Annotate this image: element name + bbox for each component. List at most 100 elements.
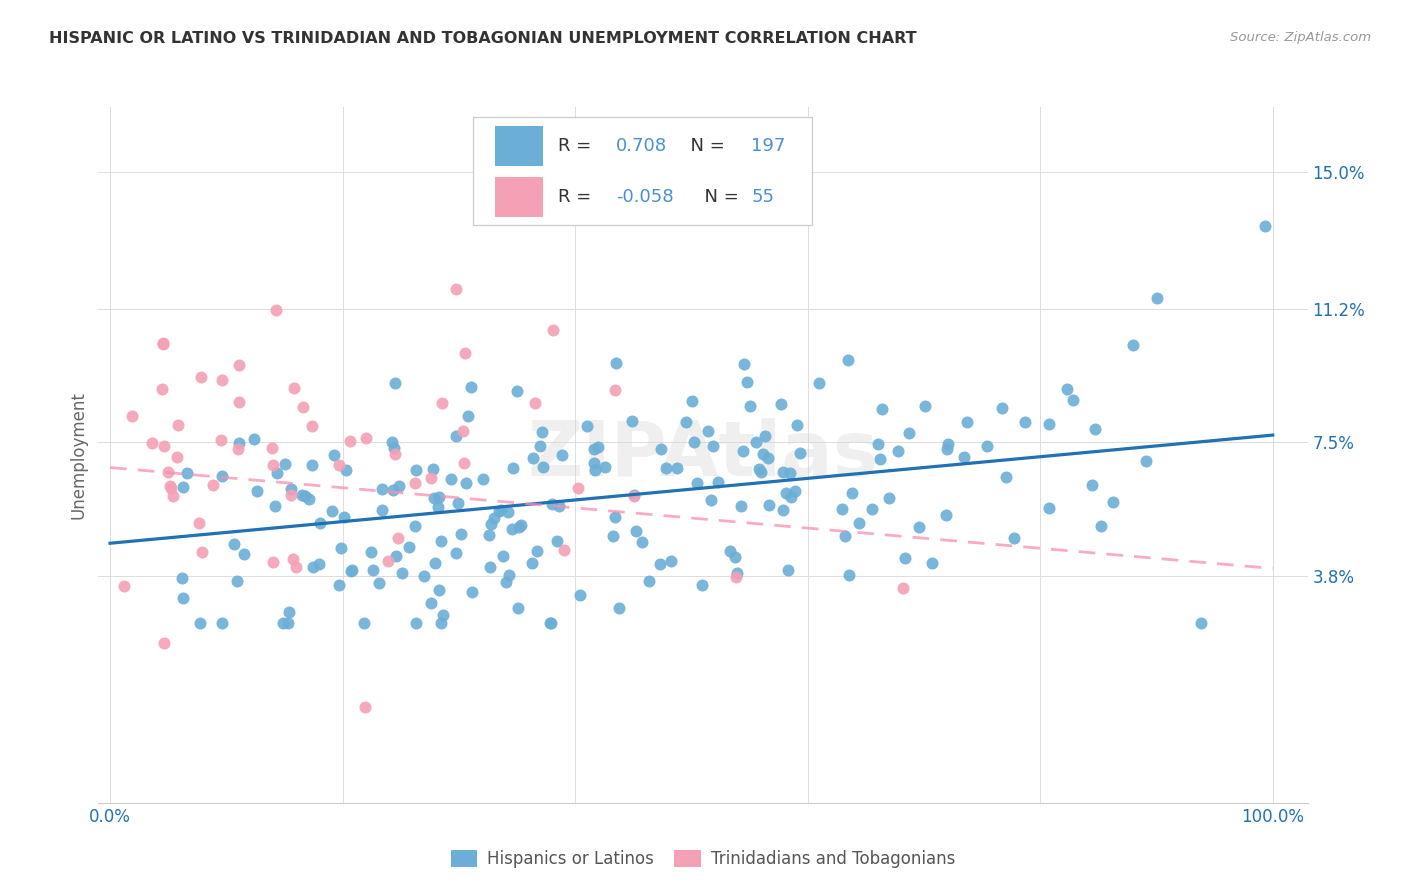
Point: [540, 496, 562, 510]
Point: [775, 486, 797, 500]
Point: [413, 569, 436, 583]
Point: [530, 425, 553, 439]
Point: [472, 472, 495, 486]
Point: [228, 358, 250, 372]
Point: [427, 490, 450, 504]
Point: [738, 399, 761, 413]
Point: [430, 533, 453, 548]
Point: [786, 417, 808, 432]
Point: [271, 615, 294, 630]
Point: [1038, 417, 1060, 432]
Point: [404, 476, 426, 491]
Point: [495, 574, 517, 589]
Point: [321, 504, 343, 518]
Legend: Hispanics or Latinos, Trinidadians and Tobagonians: Hispanics or Latinos, Trinidadians and T…: [444, 843, 962, 874]
Point: [423, 556, 446, 570]
Point: [702, 439, 724, 453]
Point: [834, 528, 856, 542]
Point: [274, 458, 297, 472]
Point: [1135, 454, 1157, 468]
Point: [280, 482, 302, 496]
Point: [360, 545, 382, 559]
Point: [187, 516, 209, 530]
FancyBboxPatch shape: [495, 177, 543, 217]
Point: [491, 503, 513, 517]
Point: [624, 524, 647, 538]
Point: [264, 302, 287, 317]
Point: [502, 461, 524, 475]
Point: [427, 583, 450, 598]
Point: [280, 488, 302, 502]
Point: [339, 434, 361, 449]
Point: [457, 409, 479, 424]
FancyBboxPatch shape: [474, 118, 811, 226]
Point: [478, 560, 501, 574]
Point: [277, 605, 299, 619]
Point: [1254, 219, 1277, 233]
Point: [481, 517, 503, 532]
Point: [690, 578, 713, 592]
Point: [222, 536, 245, 550]
Point: [233, 547, 256, 561]
Point: [620, 414, 643, 428]
FancyBboxPatch shape: [495, 126, 543, 166]
Point: [921, 556, 943, 570]
Point: [731, 443, 754, 458]
Point: [209, 434, 232, 448]
Point: [748, 461, 770, 475]
Point: [262, 555, 284, 569]
Point: [893, 550, 915, 565]
Point: [1056, 382, 1078, 396]
Point: [461, 585, 484, 599]
Text: 0.708: 0.708: [616, 137, 666, 155]
Point: [724, 550, 747, 565]
Point: [648, 557, 671, 571]
Text: Source: ZipAtlas.com: Source: ZipAtlas.com: [1230, 31, 1371, 45]
Point: [333, 509, 356, 524]
Point: [309, 516, 332, 531]
Point: [430, 615, 453, 630]
Point: [506, 384, 529, 398]
Point: [538, 615, 561, 630]
Point: [382, 441, 405, 455]
Text: N =: N =: [693, 188, 745, 206]
Point: [398, 540, 420, 554]
Point: [384, 376, 406, 390]
Point: [191, 545, 214, 559]
Point: [281, 552, 304, 566]
Point: [423, 491, 446, 506]
Point: [751, 447, 773, 461]
Point: [188, 615, 211, 630]
Point: [780, 490, 803, 504]
Point: [308, 557, 330, 571]
Point: [440, 472, 463, 486]
Point: [166, 450, 188, 464]
Text: R =: R =: [558, 137, 598, 155]
Point: [488, 504, 510, 518]
Point: [450, 526, 472, 541]
Point: [460, 380, 482, 394]
Point: [291, 488, 314, 502]
Point: [976, 439, 998, 453]
Point: [526, 543, 548, 558]
Point: [666, 461, 689, 475]
Point: [638, 574, 661, 588]
Point: [157, 465, 180, 479]
Point: [329, 541, 352, 555]
Point: [152, 337, 174, 351]
Point: [444, 429, 467, 443]
Point: [754, 429, 776, 443]
Point: [879, 491, 901, 505]
Point: [498, 568, 520, 582]
Point: [340, 563, 363, 577]
Point: [112, 579, 135, 593]
Point: [283, 381, 305, 395]
Point: [838, 567, 860, 582]
Point: [935, 508, 957, 522]
Point: [724, 570, 747, 584]
Point: [683, 434, 706, 449]
Point: [770, 397, 793, 411]
Point: [301, 458, 323, 473]
Point: [700, 493, 723, 508]
Point: [454, 346, 477, 360]
